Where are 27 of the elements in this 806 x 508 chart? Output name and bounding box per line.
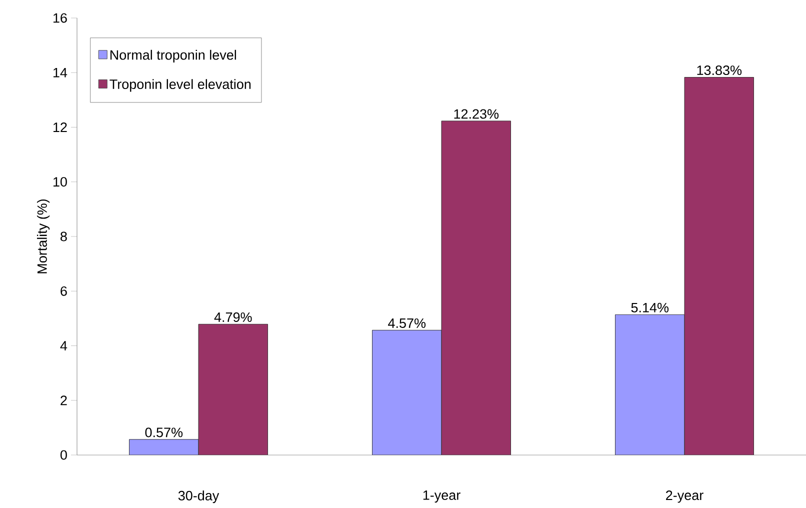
bar [684, 77, 754, 455]
y-tick-label: 10 [53, 177, 67, 187]
bar [198, 324, 268, 455]
data-label: 13.83% [697, 66, 742, 76]
y-tick-label: 8 [60, 232, 67, 242]
y-tick-label: 0 [60, 450, 67, 460]
bar [614, 314, 685, 455]
data-label: 5.14% [631, 302, 669, 312]
bar [441, 120, 512, 455]
y-axis-title: Mortality (%) [37, 199, 50, 274]
x-tick-label: 30-day [178, 490, 220, 504]
data-label: 12.23% [454, 109, 499, 119]
y-tick-label: 2 [60, 396, 67, 406]
y-tick-label: 16 [53, 13, 67, 23]
bar [129, 439, 199, 455]
data-label: 4.79% [214, 312, 252, 322]
y-tick-label: 12 [53, 122, 67, 132]
legend-label: Normal troponin level [110, 50, 236, 62]
data-label: 4.57% [388, 318, 426, 328]
y-tick-label: 4 [60, 341, 68, 350]
x-tick-label: 2-year [666, 490, 704, 503]
data-label: 0.57% [145, 428, 183, 438]
bar [372, 330, 442, 455]
y-tick-label: 14 [53, 68, 68, 78]
y-tick-label: 6 [60, 286, 67, 296]
legend-label: Troponin level elevation [110, 79, 251, 92]
x-tick-label: 1-year [423, 490, 460, 503]
